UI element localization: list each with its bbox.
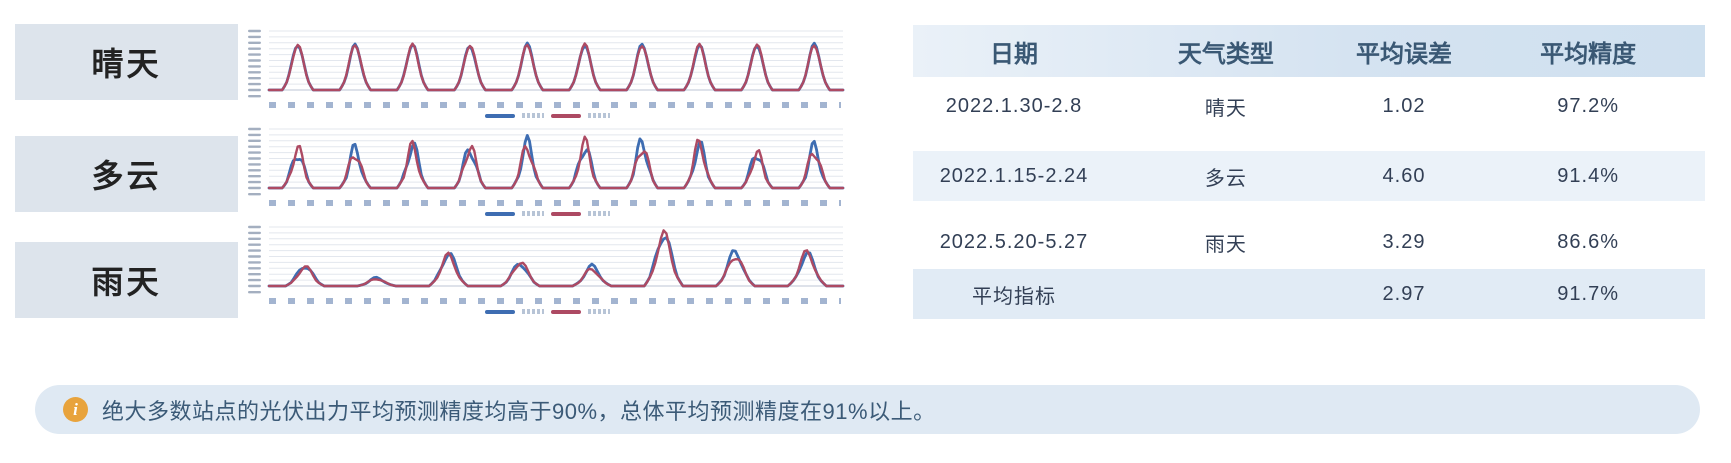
cell-date: 2022.5.20-5.27	[939, 230, 1089, 253]
x-axis-labels	[269, 102, 841, 108]
table-row: 2022.1.30-2.8 晴天 1.02 97.2%	[913, 77, 1705, 135]
table-header-row: 日期 天气类型 平均误差 平均精度	[913, 25, 1705, 77]
table-summary-row: 平均指标 2.97 91.7%	[913, 269, 1705, 319]
cell-date: 2022.1.30-2.8	[945, 94, 1083, 117]
cell-accuracy: 97.2%	[1557, 94, 1619, 117]
cell-accuracy: 86.6%	[1557, 230, 1619, 253]
line-chart-rainy	[245, 222, 850, 315]
info-banner: i 绝大多数站点的光伏出力平均预测精度均高于90%，总体平均预测精度在91%以上…	[35, 385, 1700, 434]
chart-canvas-sunny	[248, 29, 845, 98]
header-cell-accuracy: 平均精度	[1540, 40, 1637, 68]
cell-weather: 晴天	[1204, 97, 1247, 120]
cell-error: 4.60	[1382, 164, 1426, 187]
cell-weather: 雨天	[1204, 233, 1247, 256]
cell-date: 平均指标	[971, 285, 1056, 308]
legend-series-red-label	[588, 211, 610, 216]
chart-canvas-cloudy	[248, 127, 845, 196]
legend-series-blue-label	[522, 309, 544, 314]
line-chart-sunny	[245, 26, 850, 119]
legend-series-red-label	[588, 113, 610, 118]
chart-canvas-rainy	[248, 225, 845, 294]
cell-date: 2022.1.15-2.24	[939, 164, 1089, 187]
header-cell-error: 平均误差	[1356, 40, 1453, 68]
legend-series-red-label	[588, 309, 610, 314]
accuracy-table: 日期 天气类型 平均误差 平均精度 2022.1.30-2.8 晴天 1.02 …	[913, 25, 1705, 319]
cell-weather: 多云	[1204, 167, 1247, 190]
x-axis-labels	[269, 200, 841, 206]
legend-series-red-swatch	[551, 211, 581, 216]
table-row: 2022.1.15-2.24 多云 4.60 91.4%	[913, 151, 1705, 201]
weather-label-cloudy: 多云	[15, 136, 238, 212]
line-chart-cloudy	[245, 124, 850, 217]
weather-label-rainy: 雨天	[15, 242, 238, 318]
legend-series-red-swatch	[551, 113, 581, 118]
legend-series-blue-swatch	[485, 113, 515, 118]
x-axis-labels	[269, 298, 841, 304]
header-cell-weather: 天气类型	[1177, 40, 1274, 68]
chart-legend	[245, 210, 850, 217]
note-text: 绝大多数站点的光伏出力平均预测精度均高于90%，总体平均预测精度在91%以上。	[102, 398, 936, 424]
chart-legend	[245, 308, 850, 315]
info-icon: i	[63, 397, 88, 422]
table-row: 2022.5.20-5.27 雨天 3.29 86.6%	[913, 215, 1705, 269]
chart-legend	[245, 112, 850, 119]
weather-label-sunny: 晴天	[15, 24, 238, 100]
cell-accuracy: 91.4%	[1557, 164, 1619, 187]
header-cell-date: 日期	[989, 40, 1038, 68]
cell-accuracy: 91.7%	[1557, 282, 1619, 305]
cell-error: 1.02	[1382, 94, 1426, 117]
cell-error: 2.97	[1382, 282, 1426, 305]
cell-error: 3.29	[1382, 230, 1426, 253]
legend-series-blue-label	[522, 113, 544, 118]
legend-series-red-swatch	[551, 309, 581, 314]
legend-series-blue-swatch	[485, 211, 515, 216]
legend-series-blue-swatch	[485, 309, 515, 314]
legend-series-blue-label	[522, 211, 544, 216]
